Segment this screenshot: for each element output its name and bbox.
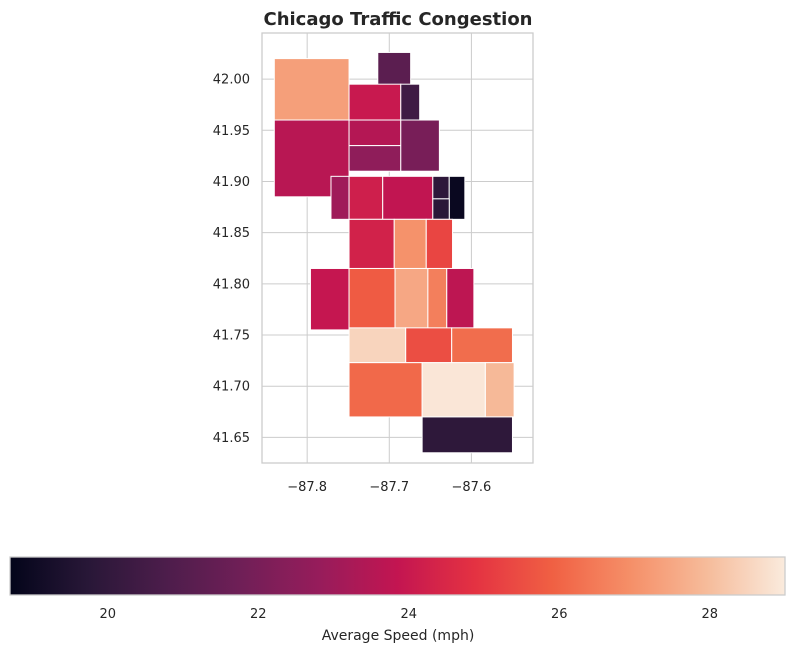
colorbar-label: Average Speed (mph) — [322, 628, 475, 644]
map-region — [348, 362, 423, 418]
y-tick-label: 41.95 — [213, 124, 250, 139]
map-region — [421, 416, 513, 454]
map-regions — [273, 51, 515, 454]
map-region — [451, 327, 513, 364]
y-axis-ticks: 41.65 41.70 41.75 41.80 41.85 41.90 41.95 42.00 — [213, 73, 250, 446]
map-region — [348, 145, 402, 172]
colorbar-gradient — [10, 557, 785, 595]
colorbar: 20 22 24 26 28 Average Speed (mph) — [9, 556, 786, 644]
map-region — [432, 198, 450, 220]
map-region — [400, 119, 440, 172]
map-axes: −87.8 −87.7 −87.6 41.65 41.70 41.75 41.80 41.8… — [213, 32, 534, 495]
y-tick-label: 42.00 — [213, 73, 250, 88]
map-region — [348, 83, 402, 121]
map-region — [394, 267, 429, 331]
colorbar-tick-label: 20 — [100, 607, 117, 622]
map-region — [348, 267, 396, 331]
map-region — [348, 175, 384, 220]
map-region — [448, 175, 466, 220]
x-tick-label: −87.7 — [369, 480, 409, 495]
colorbar-tick-label: 22 — [250, 607, 267, 622]
map-region — [348, 327, 407, 364]
y-tick-label: 41.85 — [213, 226, 250, 241]
map-region — [427, 267, 448, 331]
y-tick-label: 41.65 — [213, 431, 250, 446]
map-region — [400, 83, 421, 121]
y-tick-label: 41.70 — [213, 380, 250, 395]
x-tick-label: −87.6 — [451, 480, 491, 495]
y-tick-label: 41.75 — [213, 329, 250, 344]
map-region — [348, 119, 402, 147]
plot-frame — [261, 32, 534, 464]
y-tick-label: 41.80 — [213, 277, 250, 292]
map-region — [330, 175, 350, 220]
map-region — [393, 218, 427, 269]
x-tick-label: −87.8 — [287, 480, 327, 495]
map-region — [484, 362, 515, 418]
map-region — [382, 175, 434, 220]
colorbar-tick-label: 24 — [401, 607, 418, 622]
y-tick-label: 41.90 — [213, 175, 250, 190]
map-region — [446, 267, 475, 331]
map-region — [425, 218, 454, 269]
colorbar-ticks: 20 22 24 26 28 — [100, 607, 718, 622]
chart-title: Chicago Traffic Congestion — [263, 9, 532, 30]
colorbar-tick-label: 28 — [701, 607, 718, 622]
map-region — [421, 362, 486, 418]
x-axis-ticks: −87.8 −87.7 −87.6 — [287, 480, 491, 495]
map-region — [309, 267, 350, 331]
map-region — [405, 327, 453, 364]
colorbar-frame — [9, 556, 786, 596]
map-region — [348, 218, 395, 269]
map-region — [432, 175, 450, 200]
colorbar-tick-label: 26 — [551, 607, 568, 622]
